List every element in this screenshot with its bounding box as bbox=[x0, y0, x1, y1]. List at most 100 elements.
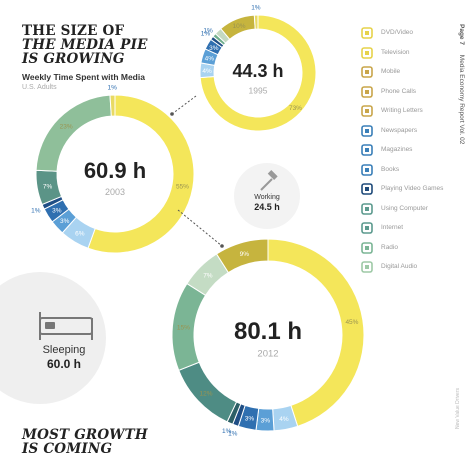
legend-label: Books bbox=[381, 165, 400, 173]
legend-label: Writing Letters bbox=[381, 107, 423, 114]
donut-year-2003: 2003 bbox=[105, 187, 125, 197]
slice-label-2012-4: 1% bbox=[228, 430, 238, 437]
slice-label-2012-3: 3% bbox=[245, 415, 255, 422]
legend-label: Playing Video Games bbox=[381, 185, 444, 192]
legend-label: Phone Calls bbox=[381, 87, 417, 95]
legend-label: Using Computer bbox=[381, 204, 428, 212]
legend-item: Books bbox=[360, 163, 460, 179]
pencil-icon bbox=[360, 104, 374, 118]
legend-item: Television bbox=[360, 46, 460, 62]
slice-label-2012-5: 1% bbox=[222, 428, 232, 435]
page-number: Page 7 bbox=[458, 24, 465, 45]
slice-2003-7 bbox=[109, 94, 116, 117]
slice-label-1995-8: 1% bbox=[251, 5, 261, 12]
slice-label-1995-2: 4% bbox=[205, 55, 215, 62]
connector-arrow-0 bbox=[171, 95, 197, 115]
connector-arrow-1 bbox=[177, 209, 223, 247]
side-note: Page 7 Media Economy Report Vol. 02 bbox=[458, 24, 465, 144]
title-line: THE MEDIA PIE bbox=[22, 37, 148, 53]
slice-label-2012-7: 15% bbox=[177, 325, 190, 332]
donut-year-1995: 1995 bbox=[249, 86, 268, 96]
newspaper-icon bbox=[360, 124, 374, 138]
television-icon bbox=[360, 46, 374, 60]
activity-value-0: 60.0 h bbox=[47, 357, 81, 371]
donut-2003: 55% 6% 3% 3% 1% 7% 23% 1% 60.9 h 2003 bbox=[31, 85, 195, 254]
slice-1995-8 bbox=[253, 14, 259, 30]
footer-title: MOST GROWTH IS COMING bbox=[22, 428, 148, 456]
donut-total-2003: 60.9 h bbox=[84, 158, 146, 183]
footer-line: MOST GROWTH bbox=[22, 427, 148, 443]
legend-label: Mobile bbox=[381, 68, 401, 75]
report-name: Media Economy Report Vol. 02 bbox=[458, 54, 465, 145]
hammer-icon bbox=[260, 170, 278, 191]
audio-icon bbox=[360, 260, 374, 274]
legend-item: Internet bbox=[360, 221, 460, 237]
donut-total-1995: 44.3 h bbox=[232, 61, 283, 81]
legend-label: Digital Audio bbox=[381, 263, 418, 270]
legend-label: Radio bbox=[381, 243, 398, 251]
legend-item: Radio bbox=[360, 241, 460, 257]
gamepad-icon bbox=[360, 182, 374, 196]
activity-circle-1 bbox=[234, 163, 300, 229]
slice-2003-0 bbox=[87, 94, 195, 254]
slice-label-2003-2: 3% bbox=[60, 218, 70, 225]
legend-item: DVD/Video bbox=[360, 26, 460, 42]
legend-item: Using Computer bbox=[360, 202, 460, 218]
mobile-icon bbox=[360, 65, 374, 79]
legend-label: Newspapers bbox=[381, 126, 418, 134]
activity-label-1: Working bbox=[254, 194, 280, 201]
slice-label-1995-0: 73% bbox=[289, 105, 302, 112]
activity-label-0: Sleeping bbox=[43, 344, 86, 356]
activity-circle-0 bbox=[0, 272, 106, 404]
radio-icon bbox=[360, 241, 374, 255]
connector-head-0 bbox=[170, 112, 174, 116]
slice-2012-9 bbox=[215, 238, 269, 274]
slice-label-1995-5: 1% bbox=[203, 27, 213, 34]
computer-icon bbox=[360, 202, 374, 216]
slice-label-1995-3: 3% bbox=[209, 45, 219, 52]
dvd-icon bbox=[360, 26, 374, 40]
slice-label-2012-6: 12% bbox=[200, 391, 213, 398]
magazine-icon bbox=[360, 143, 374, 157]
subtitle: Weekly Time Spent with Media bbox=[22, 72, 145, 82]
slice-label-2003-7: 1% bbox=[108, 85, 118, 92]
donut-year-2012: 2012 bbox=[257, 349, 278, 360]
slice-label-2003-4: 1% bbox=[31, 208, 41, 215]
legend-label: Television bbox=[381, 48, 410, 56]
bed-icon bbox=[39, 312, 93, 340]
region-label: U.S. Adults bbox=[22, 84, 57, 91]
slice-label-2012-0: 45% bbox=[345, 319, 358, 326]
title-line: THE SIZE OF bbox=[22, 23, 125, 39]
legend-label: DVD/Video bbox=[381, 29, 414, 36]
slice-label-1995-4: 1% bbox=[201, 31, 211, 38]
legend-item: Digital Audio bbox=[360, 260, 460, 276]
donut-2012: 45% 4% 3% 3% 1%1% 12% 15% 7% 9% 80.1 h 2012 bbox=[171, 238, 365, 437]
slice-label-2012-8: 7% bbox=[203, 272, 213, 279]
slice-label-2012-9: 9% bbox=[240, 251, 250, 258]
footer-line: IS COMING bbox=[22, 441, 113, 457]
legend-label: Magazines bbox=[381, 146, 413, 153]
slice-label-2003-1: 6% bbox=[75, 230, 85, 237]
slice-label-1995-7: 10% bbox=[233, 23, 246, 30]
slice-label-2003-0: 55% bbox=[176, 183, 189, 190]
slice-label-1995-1: 4% bbox=[202, 68, 212, 75]
connector-head-1 bbox=[220, 244, 224, 248]
phone-icon bbox=[360, 85, 374, 99]
slice-label-2003-3: 3% bbox=[52, 208, 62, 215]
legend-item: Mobile bbox=[360, 65, 460, 81]
book-icon bbox=[360, 163, 374, 177]
internet-icon bbox=[360, 221, 374, 235]
activity-value-1: 24.5 h bbox=[254, 202, 280, 212]
slice-label-2012-2: 3% bbox=[261, 417, 271, 424]
slice-label-2012-1: 4% bbox=[279, 416, 289, 423]
donut-total-2012: 80.1 h bbox=[234, 318, 302, 345]
slice-1995-0 bbox=[199, 14, 317, 132]
legend-label: Internet bbox=[381, 224, 404, 231]
legend-item: Playing Video Games bbox=[360, 182, 460, 198]
slice-label-2003-6: 23% bbox=[60, 123, 73, 130]
title-line: IS GROWING bbox=[22, 51, 125, 67]
legend-item: Writing Letters bbox=[360, 104, 460, 120]
